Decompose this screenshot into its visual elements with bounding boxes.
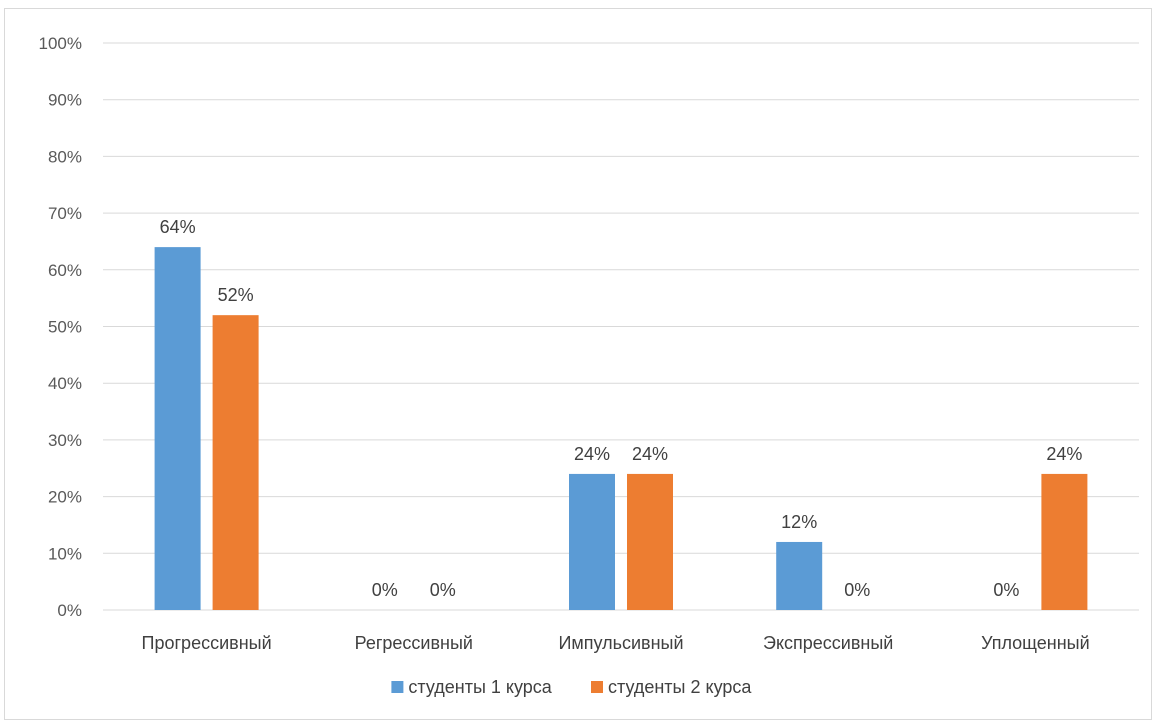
y-tick-label: 70% [48,204,82,223]
bar [627,473,673,610]
y-tick-label: 60% [48,261,82,280]
bar [776,541,823,610]
data-label: 24% [632,444,668,464]
data-label: 0% [372,580,398,600]
legend-label: студенты 1 курса [408,677,552,697]
x-category-label: Уплощенный [981,633,1090,653]
y-tick-label: 100% [39,34,82,53]
legend-label: студенты 2 курса [608,677,752,697]
y-tick-label: 0% [57,601,82,620]
data-label: 0% [993,580,1019,600]
y-tick-label: 20% [48,488,82,507]
chart-frame: 0% 10% 20% 30% 40% 50% 60% 70% 80% 90% 100% Прогрес… [4,8,1152,720]
x-category-label: Прогрессивный [142,633,272,653]
data-label: 24% [574,444,610,464]
legend-swatch [591,681,603,693]
y-tick-label: 40% [48,374,82,393]
bar [212,315,259,610]
y-tick-label: 30% [48,431,82,450]
x-category-label: Импульсивный [558,633,683,653]
data-label: 0% [430,580,456,600]
y-tick-label: 90% [48,91,82,110]
y-tick-label: 10% [48,544,82,563]
data-label: 24% [1046,444,1082,464]
bar [569,473,615,610]
y-tick-label: 80% [48,147,82,166]
x-category-label: Регрессивный [355,633,473,653]
bar-chart: 0% 10% 20% 30% 40% 50% 60% 70% 80% 90% 100% Прогрес… [39,34,1139,697]
data-label: 12% [781,512,817,532]
data-label: 0% [844,580,870,600]
bar [1041,473,1088,610]
y-tick-label: 50% [48,318,82,337]
data-label: 52% [218,285,254,305]
bar [154,247,201,610]
data-label: 64% [160,217,196,237]
x-category-label: Экспрессивный [763,633,893,653]
legend-swatch [391,681,404,693]
